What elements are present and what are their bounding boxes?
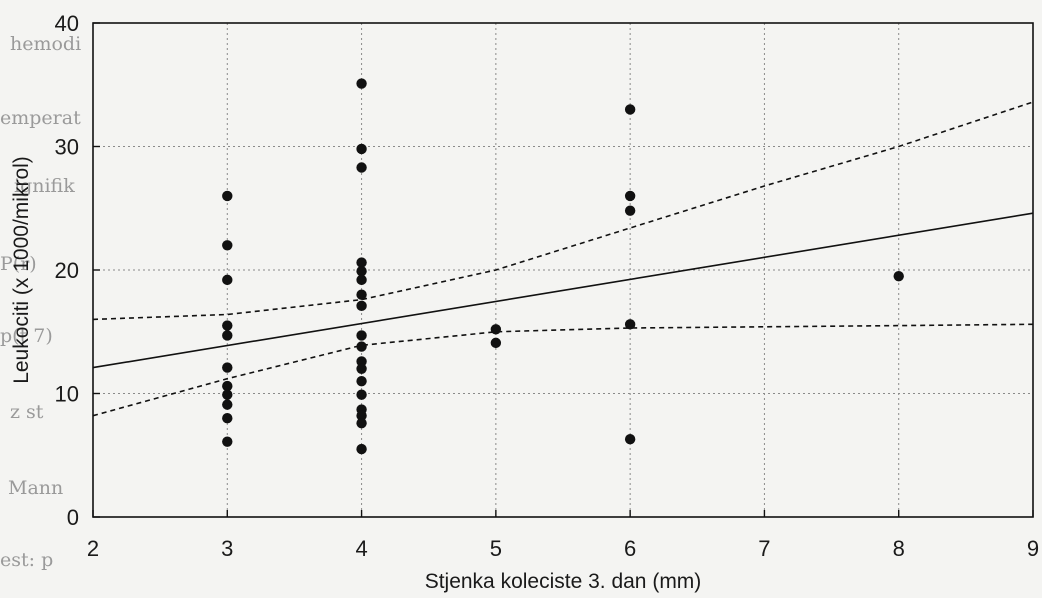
data-point xyxy=(356,375,367,387)
x-tick-label: 5 xyxy=(490,536,502,561)
data-point xyxy=(356,300,367,312)
y-tick-label: 40 xyxy=(55,11,79,36)
grid-lines xyxy=(93,23,1033,517)
data-point xyxy=(893,270,904,282)
x-tick-label: 2 xyxy=(87,536,99,561)
y-tick-label: 30 xyxy=(55,135,79,160)
data-point xyxy=(222,399,233,410)
data-point xyxy=(624,104,636,115)
data-point xyxy=(356,443,367,455)
x-axis-title: Stjenka koleciste 3. dan (mm) xyxy=(425,570,702,593)
background-bleed-text-layer: hemodi emperat ignifik P(r) p(t 7) z st Mann es… xyxy=(0,33,81,571)
x-tick-label: 9 xyxy=(1027,536,1039,561)
y-tick-label: 10 xyxy=(55,382,79,407)
background-bleed-text: est: p xyxy=(0,549,53,571)
data-point xyxy=(490,324,502,335)
y-axis-ticks: 0 10 20 30 40 xyxy=(55,11,100,530)
data-point xyxy=(222,380,233,392)
data-point xyxy=(624,205,636,216)
data-point xyxy=(356,410,367,421)
background-bleed-text: Mann xyxy=(8,477,63,499)
x-tick-label: 7 xyxy=(758,536,770,561)
regression-line-group xyxy=(92,212,1034,369)
x-tick-label: 8 xyxy=(893,536,905,561)
y-tick-label: 20 xyxy=(55,258,79,283)
x-tick-label: 3 xyxy=(221,536,233,561)
confidence-band xyxy=(92,101,1034,417)
data-point xyxy=(356,356,367,367)
data-point xyxy=(222,389,233,400)
y-axis-title: Leukociti (x 1000/mikrol) xyxy=(10,156,33,384)
data-point xyxy=(222,413,233,424)
data-point xyxy=(222,362,233,373)
data-point xyxy=(624,319,636,330)
data-point xyxy=(222,274,233,286)
background-bleed-text: hemodi xyxy=(10,33,81,55)
x-axis-ticks: 2 3 4 5 6 7 8 9 xyxy=(87,510,1039,561)
x-tick-label: 6 xyxy=(624,536,636,561)
background-bleed-text: z st xyxy=(10,401,44,423)
background-bleed-text: p(t 7) xyxy=(0,325,53,347)
background-bleed-text: P(r) xyxy=(0,253,37,275)
y-tick-label: 0 xyxy=(67,505,79,530)
data-point xyxy=(356,266,367,277)
data-point xyxy=(356,389,367,400)
regression-line xyxy=(92,212,1034,369)
confidence-band-upper xyxy=(92,101,1034,321)
data-point xyxy=(222,190,233,202)
data-point xyxy=(222,320,233,331)
data-point xyxy=(356,274,367,286)
data-point xyxy=(222,330,233,341)
data-point xyxy=(624,190,636,202)
data-point xyxy=(356,417,367,429)
data-point xyxy=(356,330,367,341)
confidence-band-lower xyxy=(92,323,1034,417)
data-point xyxy=(356,78,367,89)
data-point xyxy=(490,337,502,349)
data-point xyxy=(356,341,367,352)
data-point xyxy=(356,143,367,155)
data-point xyxy=(356,289,367,300)
data-point xyxy=(356,162,367,173)
background-bleed-text: emperat xyxy=(0,107,81,129)
data-point xyxy=(624,433,636,445)
data-point xyxy=(222,436,233,447)
x-tick-label: 4 xyxy=(355,536,367,561)
data-point xyxy=(356,257,367,268)
data-points xyxy=(222,78,904,455)
background-bleed-text: ignifik xyxy=(14,175,75,197)
data-point xyxy=(222,240,233,251)
data-point xyxy=(356,363,367,374)
